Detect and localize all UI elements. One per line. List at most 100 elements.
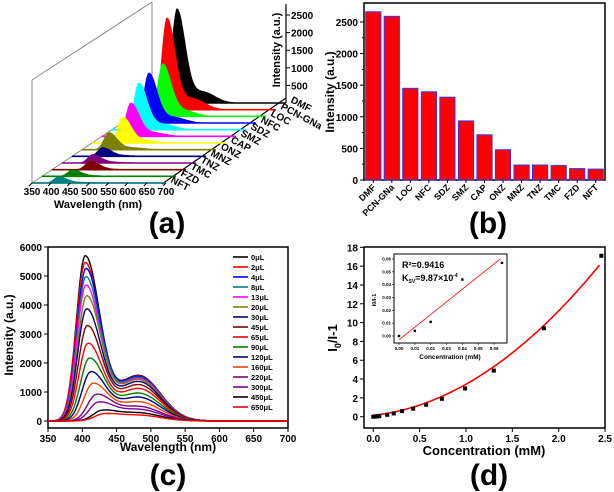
panel-b-x-tick-label: SMZ	[450, 182, 471, 203]
panel-c-legend-label: 4μL	[251, 273, 265, 282]
panel-c-y-ticks: 0 1000 2000 3000 4000 5000 6000	[20, 243, 48, 428]
panel-d-data-point	[400, 409, 405, 414]
panel-d-inset-point	[461, 278, 464, 281]
panel-d-data-point	[491, 368, 496, 373]
panel-d-data-point	[439, 396, 444, 401]
panel-d-y-label-sub: 0	[333, 343, 343, 348]
panel-d-y-axis-label: I0/I-1	[325, 324, 343, 351]
panel-a-z-tick-label: 1000	[291, 64, 314, 75]
panel-a-series-fzd	[41, 169, 177, 177]
panel-a-x-tick-label: 350	[24, 187, 41, 198]
panel-d-scatter-chart: 0.0 0.5 1.0 1.5 2.0 2.5 0 2 4 6 8 10 12 14 16 18 Conce…	[325, 243, 612, 492]
panel-b-x-tick-label: MNZ	[505, 182, 526, 203]
panel-d-inset-x-tick-label: 0.06	[490, 346, 499, 351]
panel-d-y-tick-label: 4	[352, 375, 358, 386]
panel-c-y-tick-label: 3000	[20, 330, 43, 341]
panel-b-bar-sdz	[439, 96, 456, 181]
panel-d-inset-x-tick-label: 0.05	[474, 346, 483, 351]
panel-a-x-tick	[86, 182, 90, 187]
panel-a-x-tick-label: 450	[62, 187, 79, 198]
panel-b-bar-nfc	[420, 91, 437, 181]
panel-d-inset-fit	[398, 258, 501, 341]
panel-c-line-chart: 350 400 450 500 550 600 650 700 0 1000 2000 3000 40…	[2, 243, 297, 492]
panel-d-x-tick-label: 1.5	[505, 434, 519, 445]
panel-d-points	[371, 253, 604, 419]
ksv-value: =9.87×10	[415, 273, 453, 283]
ksv-sub: SV	[409, 279, 416, 285]
panel-d-y-tick-label: 16	[347, 262, 359, 273]
panel-d-inset-y-tick-label: 0.02	[382, 308, 391, 313]
panel-d-y-tick-label: 14	[347, 281, 359, 292]
panel-c-x-tick-label: 550	[177, 434, 194, 445]
panel-b-x-tick-label: SDZ	[432, 182, 452, 202]
panel-d-data-point	[541, 326, 546, 331]
panel-c-y-tick-label: 1000	[20, 388, 43, 399]
panel-d-inset-points	[397, 261, 504, 338]
panel-c-legend-label: 450μL	[251, 393, 273, 402]
panel-c-legend-label: 20μL	[251, 303, 269, 312]
panel-d-x-tick-label: 2.0	[552, 434, 566, 445]
panel-d-x-ticks: 0.0 0.5 1.0 1.5 2.0 2.5	[366, 428, 612, 445]
panel-b-y-tick-label: 2000	[336, 50, 359, 61]
panel-b-bar-mnz	[513, 164, 530, 181]
panel-d-inset-y-ticks: 0.00 0.01 0.02 0.03 0.04 0.05 0.06	[382, 257, 394, 339]
panel-c-x-tick-label: 350	[40, 434, 57, 445]
panel-d-y-tick-label: 2	[352, 394, 358, 405]
panel-a-x-tick-label: 500	[81, 187, 98, 198]
panel-d-inset-point	[429, 320, 432, 324]
panel-b-x-tick-label: CAP	[468, 182, 489, 203]
panel-d-inset-point	[413, 329, 417, 333]
panel-b-x-tick-label: TNZ	[525, 182, 545, 202]
panel-a-x-tick	[124, 182, 129, 187]
panel-c-y-tick-label: 4000	[20, 301, 43, 312]
panel-d-y-tick-label: 6	[352, 356, 358, 367]
panel-b-x-tick-label: NFC	[413, 182, 434, 203]
panel-a-x-axis-label: Wavelength (nm)	[54, 199, 143, 211]
panel-c-x-tick-label: 450	[108, 434, 125, 445]
panel-a-x-tick	[47, 182, 52, 187]
panel-b-bars	[365, 11, 604, 181]
panel-c-y-tick-label: 6000	[20, 243, 43, 254]
panel-d-inset-x-ticks: 0.00 0.01 0.02 0.03 0.04 0.05 0.06	[395, 343, 499, 351]
panel-d-plot-frame	[363, 246, 606, 429]
panel-d-inset-x-tick-label: 0.02	[426, 346, 435, 351]
panel-d-inset-x-tick-label: 0.04	[458, 346, 467, 351]
panel-a-x-tick	[105, 182, 109, 187]
panel-d-inset-y-tick-label: 0.00	[382, 334, 391, 339]
panel-c-lines	[48, 254, 288, 422]
panel-b-y-ticks: 0 500 1000 1500 2000 2500	[336, 18, 364, 187]
panel-a-x-tick	[162, 182, 167, 187]
panel-a-z-tick-label: 2500	[291, 11, 314, 22]
panel-c-x-axis-label: Wavelength (nm)	[120, 440, 216, 454]
panel-b-y-tick-label: 1500	[336, 81, 359, 92]
panel-d-y-tick-label: 8	[352, 337, 358, 348]
panel-d-data-point	[411, 406, 416, 411]
panel-c-legend-label: 90μL	[251, 343, 269, 352]
panel-d-inset-x-tick-label: 0.01	[410, 346, 419, 351]
panel-a-x-tick-label: 650	[139, 187, 156, 198]
panel-b-y-axis-label: Intensity (a.u.)	[323, 51, 337, 132]
panel-b-x-tick-label: TMC	[542, 182, 563, 203]
panel-b-bar-tmc	[550, 165, 567, 181]
panel-c-legend-label: 8μL	[251, 283, 265, 292]
panel-d-x-tick-label: 0.5	[413, 434, 427, 445]
panel-c-legend-label: 160μL	[251, 363, 273, 372]
panel-c-y-tick-label: 0	[36, 417, 42, 428]
panel-d-inset-chart: 0.00 0.01 0.02 0.03 0.04 0.05 0.06 0.00 0.01 0.0…	[372, 253, 508, 361]
panel-c-x-tick-label: 600	[211, 434, 228, 445]
panel-d-y-ticks: 0 2 4 6 8 10 12 14 16 18	[347, 243, 364, 424]
panel-c-legend: 0μL2μL4μL8μL13μL20μL30μL45μL65μL90μL120μ…	[233, 253, 273, 412]
panel-d-inset-x-axis-label: Concentration (mM)	[419, 354, 480, 361]
panel-a-x-tick-label: 400	[43, 187, 60, 198]
panel-b-bar-pcn-gna	[383, 15, 400, 181]
panel-c-legend-label: 65μL	[251, 333, 269, 342]
panel-d-x-tick-label: 0.0	[366, 434, 380, 445]
panel-a-series-nft	[32, 176, 166, 184]
panel-a-x-tick-label: 600	[119, 187, 136, 198]
panel-d-data-point	[463, 386, 468, 391]
panel-b-bar-fzd	[569, 168, 586, 181]
panel-b-y-tick-label: 500	[341, 144, 358, 155]
panel-c-y-axis-label: Intensity (a.u.)	[2, 294, 16, 375]
panel-d-inset-y-axis-label: I0/I-1	[372, 294, 378, 307]
